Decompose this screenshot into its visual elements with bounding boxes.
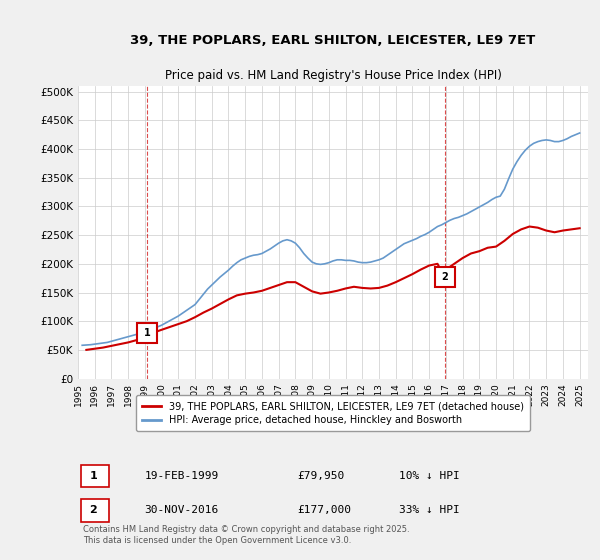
Text: 10% ↓ HPI: 10% ↓ HPI xyxy=(400,471,460,481)
Text: 19-FEB-1999: 19-FEB-1999 xyxy=(145,471,218,481)
FancyBboxPatch shape xyxy=(80,500,109,521)
Text: £79,950: £79,950 xyxy=(297,471,344,481)
Text: £177,000: £177,000 xyxy=(297,505,351,515)
Text: 39, THE POPLARS, EARL SHILTON, LEICESTER, LE9 7ET: 39, THE POPLARS, EARL SHILTON, LEICESTER… xyxy=(130,34,536,47)
Text: 2: 2 xyxy=(441,272,448,282)
Text: 2: 2 xyxy=(89,505,97,515)
Text: 33% ↓ HPI: 33% ↓ HPI xyxy=(400,505,460,515)
Text: 30-NOV-2016: 30-NOV-2016 xyxy=(145,505,218,515)
Text: Price paid vs. HM Land Registry's House Price Index (HPI): Price paid vs. HM Land Registry's House … xyxy=(164,69,502,82)
Text: Contains HM Land Registry data © Crown copyright and database right 2025.
This d: Contains HM Land Registry data © Crown c… xyxy=(83,525,410,545)
Text: 1: 1 xyxy=(143,328,151,338)
Legend: 39, THE POPLARS, EARL SHILTON, LEICESTER, LE9 7ET (detached house), HPI: Average: 39, THE POPLARS, EARL SHILTON, LEICESTER… xyxy=(136,395,530,431)
FancyBboxPatch shape xyxy=(80,465,109,487)
Text: 1: 1 xyxy=(89,471,97,481)
